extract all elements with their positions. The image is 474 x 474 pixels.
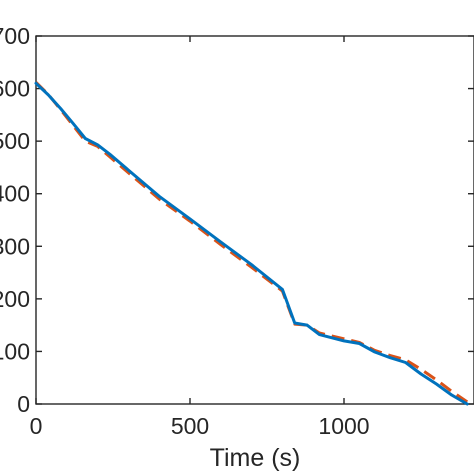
y-tick-label: 0 <box>17 391 30 417</box>
x-tick-label: 0 <box>30 413 43 439</box>
y-tick-label: 400 <box>0 181 30 207</box>
x-axis-title: Time (s) <box>210 444 301 472</box>
series-line-solid <box>34 81 469 406</box>
y-tick-label: 700 <box>0 23 30 49</box>
x-tick-label: 1500 <box>472 413 474 439</box>
y-tick-label: 200 <box>0 286 30 312</box>
axes-box <box>35 35 474 405</box>
y-tick-label: 100 <box>0 338 30 364</box>
y-tick-label: 500 <box>0 128 30 154</box>
x-axis-ticks: 0 500 1000 1500 <box>30 36 474 439</box>
y-axis-ticks: 0 100 200 300 400 500 600 700 <box>0 23 474 417</box>
x-tick-label: 1000 <box>318 413 369 439</box>
x-tick-label: 500 <box>171 413 209 439</box>
series-lines <box>34 81 469 406</box>
y-tick-label: 600 <box>0 76 30 102</box>
y-tick-label: 300 <box>0 233 30 259</box>
